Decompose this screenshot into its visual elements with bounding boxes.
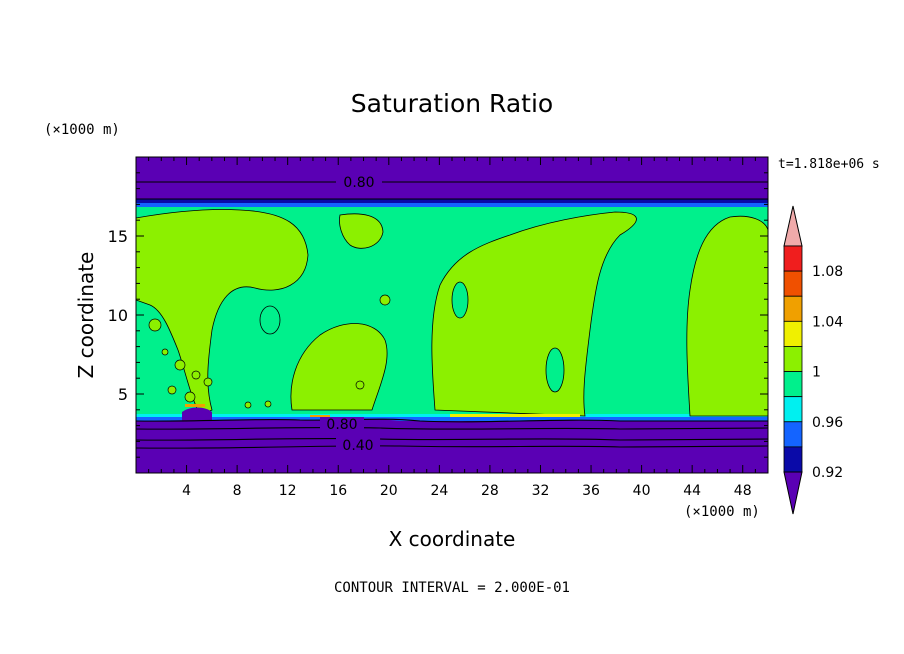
contour-labels: 0.80 0.80 0.40 <box>320 173 382 454</box>
colorbar-swatch <box>783 371 803 398</box>
colorbar-label: 0.92 <box>812 465 843 481</box>
x-tick-label: 48 <box>734 483 752 499</box>
time-label: t=1.818e+06 s <box>778 157 880 172</box>
supersat-strip <box>310 415 330 417</box>
supersat-patch-top <box>339 213 384 249</box>
footer-text: CONTOUR INTERVAL = 2.000E-01 <box>334 580 570 596</box>
colorbar-label: 0.96 <box>812 415 843 431</box>
colorbar-swatch <box>783 421 803 448</box>
colorbar-swatch <box>783 270 803 297</box>
contour-label: 0.80 <box>343 175 374 191</box>
x-tick-label: 4 <box>182 483 191 499</box>
x-axis-label: X coordinate <box>389 527 516 551</box>
supersat-patch-center-left <box>290 323 388 411</box>
x-tick-label: 8 <box>233 483 242 499</box>
colorbar-extend-min <box>783 471 803 515</box>
moist-hole <box>451 281 469 319</box>
y-axis-label: Z coordinate <box>74 252 98 379</box>
x-tick-label: 32 <box>532 483 550 499</box>
small-cells <box>148 294 391 409</box>
y-tick-label: 5 <box>118 385 128 404</box>
supersat-patch-center <box>431 211 637 417</box>
colorbar-label: 1.08 <box>812 264 843 280</box>
colorbar-swatch <box>783 295 803 322</box>
colorbar-label: 1.04 <box>812 314 843 330</box>
y-tick-label: 15 <box>108 227 128 246</box>
x-tick-label: 36 <box>582 483 600 499</box>
x-tick-label: 44 <box>683 483 701 499</box>
upper-lightblue-band <box>136 203 768 208</box>
colorbar-swatch <box>783 320 803 347</box>
supersat-patch-left <box>136 209 309 416</box>
x-unit-label: (×1000 m) <box>684 504 760 520</box>
colorbar-swatch <box>783 245 803 272</box>
moist-hole <box>259 305 281 335</box>
x-tick-label: 20 <box>380 483 398 499</box>
x-tick-label: 16 <box>329 483 347 499</box>
lower-blue-band <box>136 417 768 421</box>
y-axis: 5 10 15 <box>108 172 768 458</box>
contour-field: 0.80 0.80 0.40 <box>136 157 768 473</box>
dry-pocket <box>182 407 212 421</box>
x-tick-label: 40 <box>633 483 651 499</box>
colorbar-swatch <box>783 396 803 423</box>
contour-lines <box>136 181 768 449</box>
colorbar-swatch <box>783 346 803 372</box>
moist-hole <box>545 347 565 393</box>
colorbar-label: 1 <box>812 365 821 381</box>
supersat-strip <box>450 414 580 417</box>
x-tick-label: 24 <box>430 483 448 499</box>
lower-dry-layer <box>136 418 768 473</box>
x-axis: 4 8 12 16 20 24 28 32 36 40 44 48 <box>148 157 756 499</box>
y-tick-label: 10 <box>108 306 128 325</box>
colorbar-extend-max <box>783 205 803 247</box>
colorbar: 1.08 1.04 1 0.96 0.92 <box>783 205 843 515</box>
supersat-strip <box>185 404 205 407</box>
supersat-patch-right <box>686 215 768 417</box>
contour-label: 0.80 <box>326 417 357 433</box>
x-tick-label: 12 <box>279 483 297 499</box>
contour-label: 0.40 <box>342 438 373 454</box>
colorbar-swatch <box>783 446 803 473</box>
x-tick-label: 28 <box>481 483 499 499</box>
chart-title: Saturation Ratio <box>351 89 553 118</box>
y-unit-label: (×1000 m) <box>44 122 120 138</box>
